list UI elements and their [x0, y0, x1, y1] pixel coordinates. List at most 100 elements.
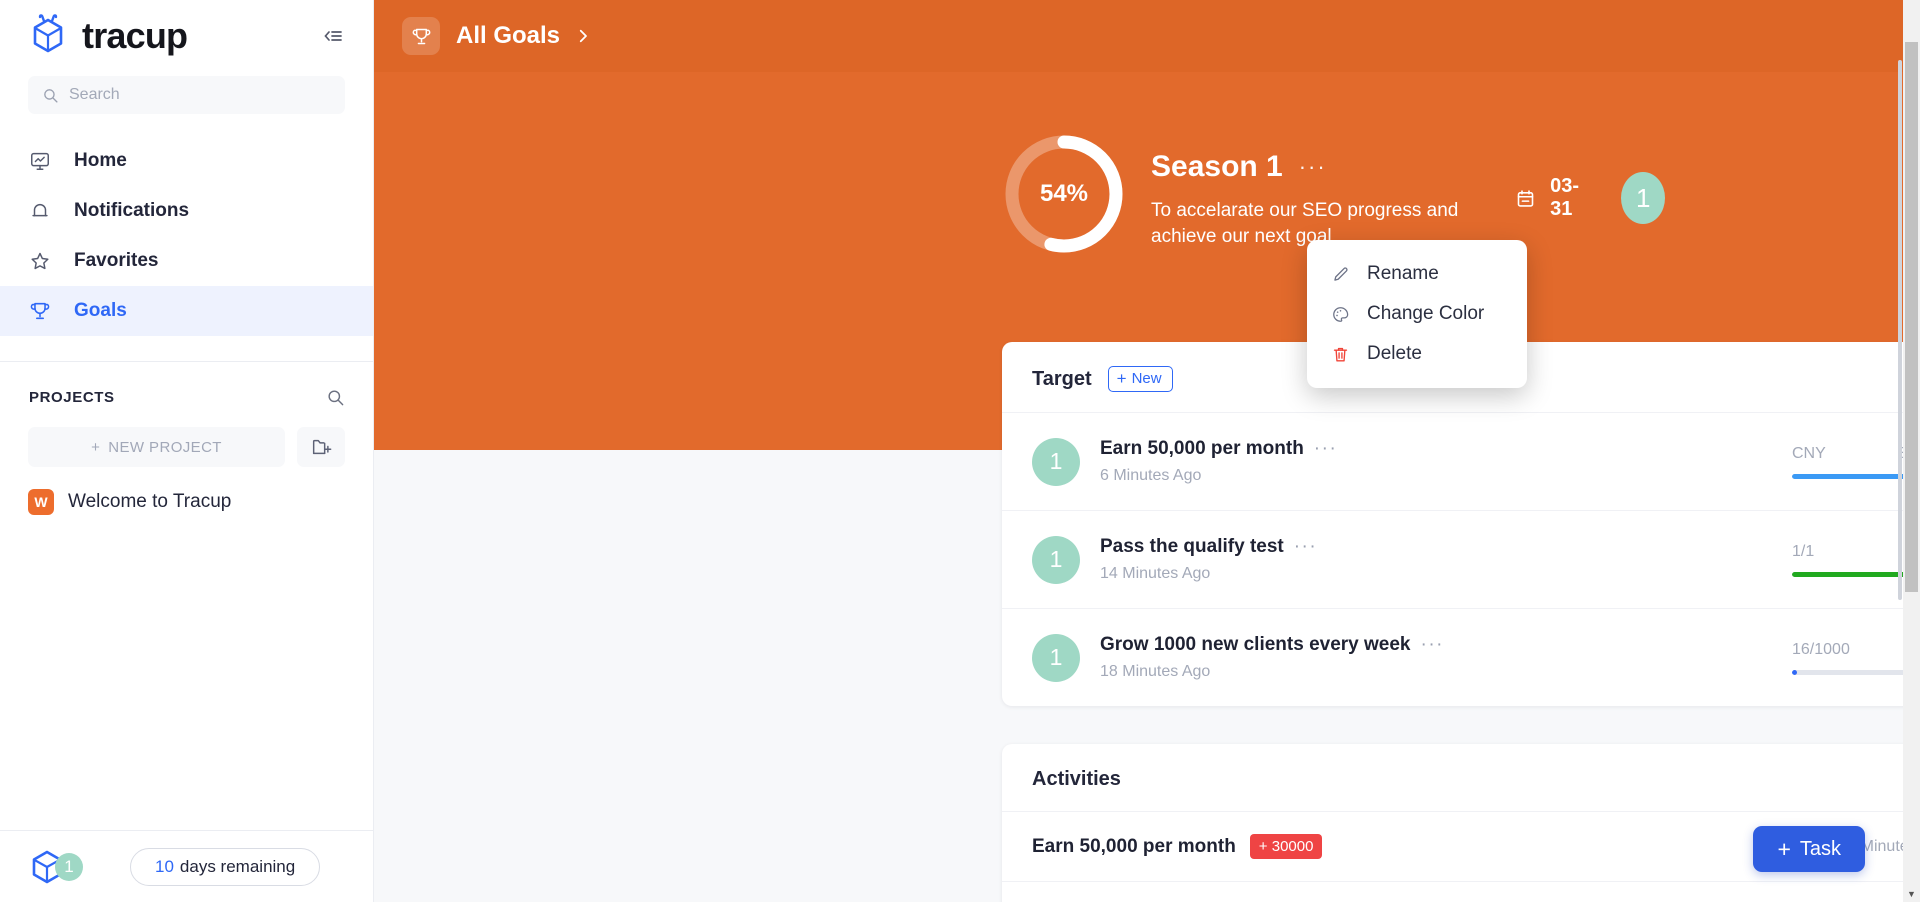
- scroll-down-arrow-icon[interactable]: ▼: [1907, 888, 1916, 899]
- activities-card-header: Activities: [1002, 744, 1920, 811]
- breadcrumb[interactable]: All Goals: [456, 22, 592, 50]
- sidebar: tracup: [0, 0, 374, 902]
- avatar: 1: [1032, 535, 1080, 584]
- list-item[interactable]: Earn 50,000 per month + 30000 6 Minutes …: [1002, 811, 1920, 881]
- cube-logo-icon: [28, 14, 68, 58]
- star-icon: [28, 249, 52, 273]
- progress-value: 16/1000: [1792, 640, 1850, 658]
- context-menu-item-change-color[interactable]: Change Color: [1307, 294, 1527, 334]
- avatar: 1: [1032, 437, 1080, 486]
- inner-scrollbar[interactable]: [1897, 0, 1903, 902]
- target-timestamp: 18 Minutes Ago: [1100, 663, 1211, 680]
- add-target-button[interactable]: + New: [1107, 366, 1173, 392]
- sidebar-item-home[interactable]: Home: [0, 136, 373, 186]
- page-scrollbar-thumb[interactable]: [1905, 42, 1918, 592]
- context-menu-label: Rename: [1367, 263, 1439, 284]
- folder-plus-icon[interactable]: [297, 427, 345, 467]
- context-menu-item-delete[interactable]: Delete: [1307, 334, 1527, 374]
- brand-name: tracup: [82, 15, 188, 56]
- project-item-welcome-to-tracup[interactable]: W Welcome to Tracup: [0, 477, 373, 527]
- avatar[interactable]: 1: [28, 848, 84, 886]
- days-remaining-badge[interactable]: 10 days remaining: [130, 847, 321, 886]
- sidebar-item-favorites[interactable]: Favorites: [0, 236, 373, 286]
- target-name-row: Earn 50,000 per month ···: [1100, 438, 1337, 460]
- sidebar-item-label: Favorites: [74, 250, 159, 271]
- progress-unit: CNY: [1792, 444, 1826, 462]
- sidebar-item-notifications[interactable]: Notifications: [0, 186, 373, 236]
- progress-labels: 16/1000: [1792, 641, 1920, 659]
- due-date-text: 03-31: [1550, 175, 1579, 220]
- progress-fill: [1792, 571, 1920, 577]
- new-project-button[interactable]: + NEW PROJECT: [28, 427, 285, 467]
- target-name: Grow 1000 new clients every week: [1100, 634, 1411, 655]
- search-icon: [42, 87, 59, 104]
- sidebar-item-label: Home: [74, 150, 127, 171]
- sidebar-divider: [0, 361, 373, 362]
- target-more-options-button[interactable]: ···: [1293, 536, 1318, 557]
- status-badge: + 30000: [1249, 834, 1323, 859]
- page-scrollbar[interactable]: ▼: [1903, 0, 1920, 902]
- goal-owner-avatar[interactable]: 1: [1621, 172, 1665, 224]
- activities-card-title: Activities: [1032, 768, 1121, 790]
- avatar: 1: [1032, 633, 1080, 682]
- progress-percent: 54%: [1039, 180, 1089, 207]
- hero-text-block: Season 1 ··· To accelarate our SEO progr…: [1151, 132, 1515, 249]
- goal-due-date[interactable]: 03-31: [1515, 175, 1587, 221]
- progress-value: 1/1: [1792, 542, 1815, 560]
- brand-row: tracup: [0, 0, 373, 72]
- target-more-options-button[interactable]: ···: [1313, 438, 1338, 459]
- new-project-label: NEW PROJECT: [108, 438, 222, 456]
- add-task-button[interactable]: + Task: [1753, 826, 1865, 872]
- plus-icon: +: [91, 438, 101, 456]
- sidebar-item-goals[interactable]: Goals: [0, 286, 373, 336]
- activity-meta: 6 Minutes Ago, Todd: [1847, 838, 1920, 856]
- add-task-label: Task: [1799, 837, 1841, 860]
- cards-column: Target + New 1 Earn 50,000 per month ···…: [1002, 342, 1920, 902]
- target-name: Earn 50,000 per month: [1100, 438, 1304, 459]
- sidebar-item-label: Notifications: [74, 200, 190, 221]
- context-menu-label: Delete: [1367, 343, 1422, 364]
- table-row[interactable]: 1 Earn 50,000 per month ··· 6 Minutes Ag…: [1002, 412, 1920, 510]
- progress-fill: [1792, 669, 1797, 675]
- target-more-options-button[interactable]: ···: [1420, 634, 1444, 655]
- inner-scrollbar-thumb[interactable]: [1898, 60, 1902, 600]
- target-name-row: Pass the qualify test ···: [1100, 536, 1317, 558]
- days-number: 10: [155, 856, 174, 876]
- target-name-row: Grow 1000 new clients every week ···: [1100, 634, 1444, 656]
- progress-labels: 1/1: [1792, 543, 1920, 561]
- project-label: Welcome to Tracup: [68, 491, 232, 512]
- progress-ring: 54%: [1002, 132, 1126, 256]
- search-input[interactable]: [69, 86, 331, 104]
- plus-icon: +: [1777, 835, 1791, 862]
- target-info: Grow 1000 new clients every week ··· 18 …: [1100, 634, 1444, 681]
- trash-icon: [1329, 345, 1351, 364]
- table-row[interactable]: 1 Grow 1000 new clients every week ··· 1…: [1002, 608, 1920, 706]
- target-progress: 16/1000: [1792, 641, 1920, 675]
- projects-header: PROJECTS: [0, 362, 373, 407]
- sidebar-item-label: Goals: [74, 300, 127, 321]
- target-timestamp: 14 Minutes Ago: [1100, 565, 1211, 582]
- table-row[interactable]: 1 Pass the qualify test ··· 14 Minutes A…: [1002, 510, 1920, 608]
- target-progress: 1/1: [1792, 543, 1920, 577]
- sidebar-search[interactable]: [28, 76, 345, 114]
- progress-track: [1792, 669, 1920, 675]
- goal-description: To accelarate our SEO progress and achie…: [1151, 200, 1459, 247]
- monitor-chart-icon: [28, 149, 52, 173]
- target-card-title: Target: [1032, 367, 1092, 390]
- progress-fill: [1792, 473, 1912, 479]
- context-menu-item-rename[interactable]: Rename: [1307, 254, 1527, 294]
- trophy-icon[interactable]: [402, 17, 440, 55]
- progress-track: [1792, 473, 1920, 479]
- goal-more-options-button[interactable]: ···: [1298, 154, 1327, 179]
- activity-name: Earn 50,000 per month: [1032, 835, 1236, 857]
- context-menu-label: Change Color: [1367, 303, 1485, 324]
- sidebar-footer: 1 10 days remaining: [0, 830, 373, 902]
- goal-title: Season 1: [1151, 150, 1283, 183]
- list-item[interactable]: Earn 50,000 per month 12 Minutes Ago, To…: [1002, 881, 1920, 902]
- main-content: All Goals 54%: [374, 0, 1920, 902]
- chevron-right-icon: [574, 27, 592, 45]
- projects-search-icon[interactable]: [326, 388, 345, 407]
- collapse-sidebar-icon[interactable]: [319, 22, 347, 50]
- bell-icon: [28, 199, 52, 223]
